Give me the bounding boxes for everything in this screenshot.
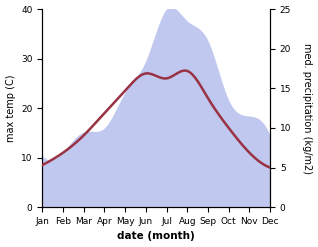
X-axis label: date (month): date (month)	[117, 231, 195, 242]
Y-axis label: max temp (C): max temp (C)	[5, 74, 16, 142]
Y-axis label: med. precipitation (kg/m2): med. precipitation (kg/m2)	[302, 43, 313, 174]
